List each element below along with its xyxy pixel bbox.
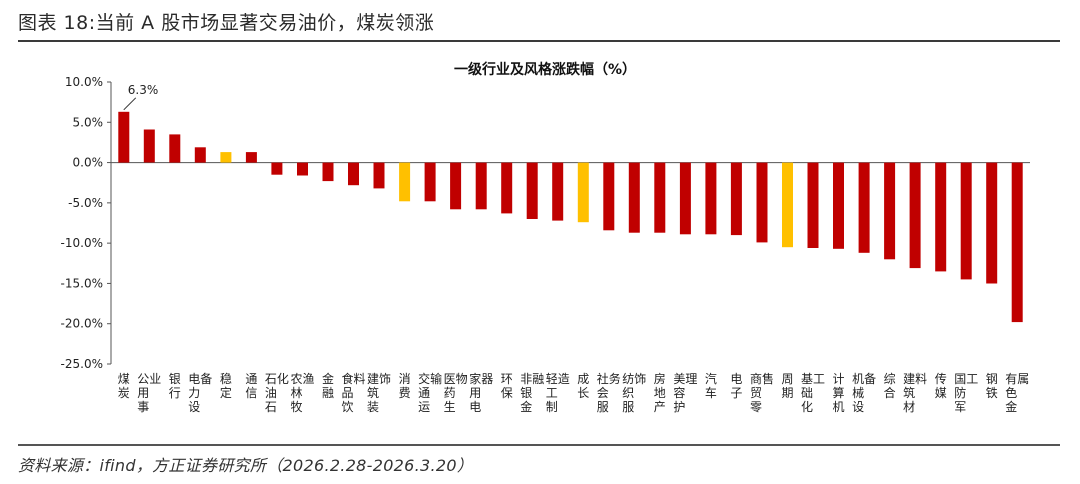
x-tick-label: 农林牧渔 xyxy=(290,372,314,414)
bar-电力设备 xyxy=(194,147,206,163)
bar-周期 xyxy=(782,162,793,248)
bar-石油石化 xyxy=(271,162,283,175)
bar-美容护理 xyxy=(679,162,691,235)
bar-chart: 一级行业及风格涨跌幅（%） 10.0% 5.0% 0.0% -5.0% -10.0% -1… xyxy=(61,61,1030,414)
bar-房地产 xyxy=(654,162,666,233)
x-tick-label: 银行 xyxy=(169,372,181,400)
x-tick-label: 社会服务 xyxy=(597,371,621,414)
x-tick-label: 建筑装饰 xyxy=(367,372,391,414)
y-tick-label: -5.0% xyxy=(68,196,103,210)
y-tick-label: -15.0% xyxy=(61,276,103,290)
x-tick-label: 电子 xyxy=(730,372,742,400)
y-tick-label: -25.0% xyxy=(61,357,103,371)
x-tick-label: 金融 xyxy=(322,371,334,400)
x-tick-label: 房地产 xyxy=(654,371,666,414)
source-note: 资料来源：ifind，方正证券研究所（2026.2.28-2026.3.20） xyxy=(18,456,474,475)
x-tick-label: 周期 xyxy=(781,372,793,400)
x-tick-label: 成长 xyxy=(577,372,589,400)
bar-电子 xyxy=(730,162,742,236)
bar-食品饮料 xyxy=(348,162,359,186)
x-tick-label: 建筑材料 xyxy=(903,372,927,414)
x-tick-label: 机械设备 xyxy=(852,372,876,414)
x-tick-label: 食品饮料 xyxy=(341,371,365,414)
x-tick-label: 计算机 xyxy=(832,372,844,414)
bar-消费 xyxy=(399,162,411,202)
x-tick-label: 交通运输 xyxy=(418,371,442,414)
y-tick-label: 5.0% xyxy=(73,115,104,129)
bar-公用事业 xyxy=(143,129,155,163)
bar-煤炭 xyxy=(118,111,130,163)
bar-汽车 xyxy=(705,162,717,235)
y-tick-label: -10.0% xyxy=(61,236,103,250)
chart-title: 一级行业及风格涨跌幅（%） xyxy=(454,61,636,78)
x-tick-label: 公用事业 xyxy=(137,372,161,414)
bar-纺织服饰 xyxy=(628,162,640,233)
x-tick-label: 消费 xyxy=(399,372,411,400)
figure-title: 图表 18:当前 A 股市场显著交易油价，煤炭领涨 xyxy=(18,12,435,34)
bar-传媒 xyxy=(935,162,947,272)
bar-机械设备 xyxy=(858,162,870,253)
x-tick-label: 基础化工 xyxy=(801,372,825,414)
x-tick-label: 汽车 xyxy=(705,371,717,400)
x-tick-label: 美容护理 xyxy=(673,372,697,414)
bar-建筑材料 xyxy=(909,162,921,269)
x-tick-label: 非银金融 xyxy=(520,372,544,414)
x-tick-label: 有色金属 xyxy=(1005,372,1029,414)
x-tick-label: 通信 xyxy=(245,372,257,400)
annotation: 6.3% xyxy=(123,83,159,111)
bar-社会服务 xyxy=(603,162,615,231)
x-tick-label: 电力设备 xyxy=(188,372,212,414)
x-tick-label: 综合 xyxy=(884,372,896,400)
bar-交通运输 xyxy=(424,162,436,202)
bar-环保 xyxy=(501,162,513,214)
x-tick-label: 传媒 xyxy=(935,371,947,400)
x-tick-label: 环保 xyxy=(501,372,513,400)
x-tick-label: 国防军工 xyxy=(954,372,978,414)
x-tick-label: 煤炭 xyxy=(118,372,130,400)
bar-有色金属 xyxy=(1011,162,1023,323)
y-axis: 10.0% 5.0% 0.0% -5.0% -10.0% -15.0% -20.0% -25.… xyxy=(61,75,1030,371)
bottom-rule xyxy=(18,444,1060,446)
bar-国防军工 xyxy=(960,162,972,280)
bar-综合 xyxy=(884,162,896,260)
x-tick-label: 家用电器 xyxy=(469,371,493,414)
bar-金融 xyxy=(322,162,334,182)
x-tick-label: 钢铁 xyxy=(986,372,998,400)
y-tick-label: 10.0% xyxy=(65,75,103,89)
bar-农林牧渔 xyxy=(297,162,308,176)
bar-商贸零售 xyxy=(756,162,768,243)
x-tick-label: 纺织服饰 xyxy=(622,372,646,414)
bar-家用电器 xyxy=(475,162,487,210)
y-tick-label: -20.0% xyxy=(61,317,103,331)
y-tick-label: 0.0% xyxy=(73,156,104,170)
bar-稳定 xyxy=(220,152,232,163)
bar-建筑装饰 xyxy=(373,162,385,189)
x-tick-label: 商贸零售 xyxy=(750,371,774,414)
x-tick-label: 轻工制造 xyxy=(546,372,570,414)
bar-钢铁 xyxy=(986,162,998,284)
bar-series xyxy=(118,111,1023,323)
bar-通信 xyxy=(245,152,257,163)
bar-非银金融 xyxy=(526,162,538,219)
bar-轻工制造 xyxy=(552,162,564,221)
bar-成长 xyxy=(577,162,589,223)
annotation-leader-line xyxy=(123,97,137,111)
bar-基础化工 xyxy=(807,162,819,248)
bar-计算机 xyxy=(833,162,844,249)
bar-医药生物 xyxy=(450,162,462,210)
x-tick-label: 石油石化 xyxy=(265,372,289,414)
top-rule xyxy=(18,40,1060,42)
data-label-max: 6.3% xyxy=(128,83,159,97)
bar-银行 xyxy=(169,134,181,163)
x-tick-label: 医药生物 xyxy=(444,372,468,414)
x-tick-label: 稳定 xyxy=(220,371,232,400)
